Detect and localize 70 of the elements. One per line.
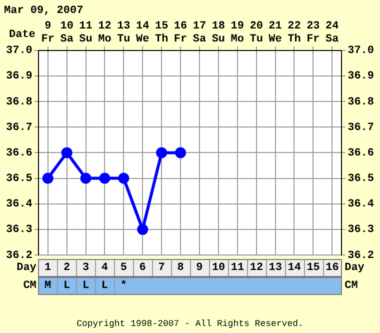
text: 14 <box>288 261 301 276</box>
y-tick-label: 36.9 <box>6 70 32 83</box>
text: Copyright 1998-2007 - All Rights Reserved. <box>76 318 304 330</box>
text: 11 <box>230 261 244 276</box>
text: * <box>119 279 128 294</box>
x-axis-title: Date <box>9 28 36 41</box>
text: 6 <box>138 261 147 276</box>
y2-tick-label: 37.0 <box>348 45 374 58</box>
x-tick-label: 11 Su <box>79 20 93 46</box>
point <box>156 147 168 158</box>
text: 3 <box>81 261 90 276</box>
x-tick-label: 14 We <box>136 20 150 46</box>
text: Day <box>16 262 36 274</box>
y-tick-label: 36.3 <box>6 224 33 236</box>
x-tick-label: 17 Sa <box>192 20 206 46</box>
point <box>175 147 186 158</box>
x-tick-label: 15 Th <box>154 20 169 46</box>
text: L <box>62 279 72 294</box>
x-tick-label: 13 Tu <box>117 20 131 46</box>
point <box>80 172 92 184</box>
text: L <box>100 279 110 294</box>
x-tick-label: 16 Fr <box>174 20 188 46</box>
y2-tick-label: 36.4 <box>348 198 374 211</box>
x-tick-label: 19 Mo <box>230 20 244 46</box>
y2-tick-label: 36.3 <box>348 224 374 236</box>
text: 5 <box>119 261 128 276</box>
point <box>137 224 148 235</box>
text: 12 <box>250 261 264 276</box>
y2-tick-label: 36.6 <box>348 147 374 160</box>
point <box>118 172 130 184</box>
text: 9 <box>195 261 204 276</box>
text: 13 <box>268 261 282 276</box>
x-tick-label: 10 Sa <box>60 20 74 46</box>
point <box>61 147 72 158</box>
x-tick-label: 24 Sa <box>326 20 340 46</box>
x-tick-label: 9 Fr <box>41 20 54 46</box>
text: L <box>81 279 90 294</box>
text: 10 <box>212 261 226 276</box>
y-tick-label: 36.2 <box>6 250 32 262</box>
point <box>42 172 54 184</box>
y2-tick-label: 36.9 <box>348 70 374 83</box>
y2-tick-label: 36.7 <box>348 122 374 134</box>
y2-tick-label: 36.5 <box>348 173 374 186</box>
text: Day <box>344 262 364 274</box>
text: 2 <box>62 261 72 276</box>
x-tick-label: 12 Mo <box>98 20 112 46</box>
chart-title: Mar 09, 2007 <box>4 4 84 17</box>
x-tick-label: 21 We <box>268 20 282 46</box>
y-tick-label: 36.7 <box>6 122 32 134</box>
y2-tick-label: 36.8 <box>348 96 374 108</box>
point <box>99 172 110 184</box>
x-tick-label: 18 Su <box>212 20 226 46</box>
text: 4 <box>100 261 110 276</box>
y-tick-label: 37.0 <box>6 45 32 58</box>
text: 16 <box>326 261 339 276</box>
y-tick-label: 36.4 <box>6 198 33 211</box>
y-tick-label: 36.5 <box>6 173 33 186</box>
y-tick-label: 36.8 <box>6 96 33 108</box>
y2-tick-label: 36.2 <box>348 250 374 262</box>
y-tick-label: 36.6 <box>6 147 32 160</box>
text: CM <box>344 280 358 292</box>
text: 8 <box>176 261 185 276</box>
x-tick-label: 23 Fr <box>306 20 320 46</box>
text: CM <box>22 279 36 294</box>
x-tick-label: 22 Th <box>288 20 301 46</box>
text: 1 <box>44 261 52 276</box>
text: 7 <box>157 261 166 276</box>
text: M <box>44 279 52 294</box>
x-tick-label: 20 Tu <box>250 20 263 46</box>
text: 15 <box>306 261 320 276</box>
